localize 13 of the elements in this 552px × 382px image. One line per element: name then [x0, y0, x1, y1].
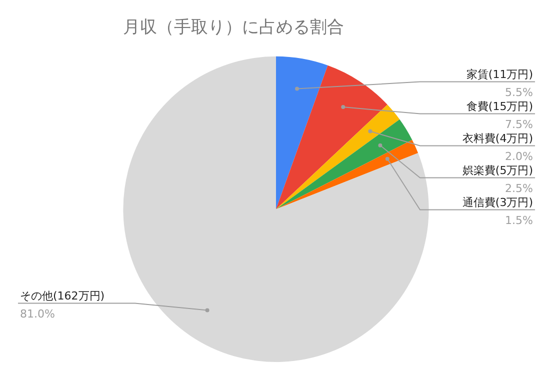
data-label: 1.5%	[505, 214, 533, 227]
slice-label: 食費(15万円)	[466, 100, 533, 113]
data-label: 7.5%	[505, 118, 533, 131]
data-label: 2.5%	[505, 182, 533, 195]
slice-label: 衣料費(4万円)	[462, 132, 533, 145]
slice-label: その他(162万円)	[20, 289, 105, 302]
slice-label: 通信費(3万円)	[462, 196, 533, 209]
slice-label: 娯楽費(5万円)	[462, 164, 533, 177]
data-label: 5.5%	[505, 86, 533, 99]
chart-title: 月収（手取り）に占める割合	[123, 18, 344, 38]
slice-label: 家賃(11万円)	[466, 68, 533, 81]
data-label: 81.0%	[20, 307, 55, 320]
data-label: 2.0%	[505, 150, 533, 163]
